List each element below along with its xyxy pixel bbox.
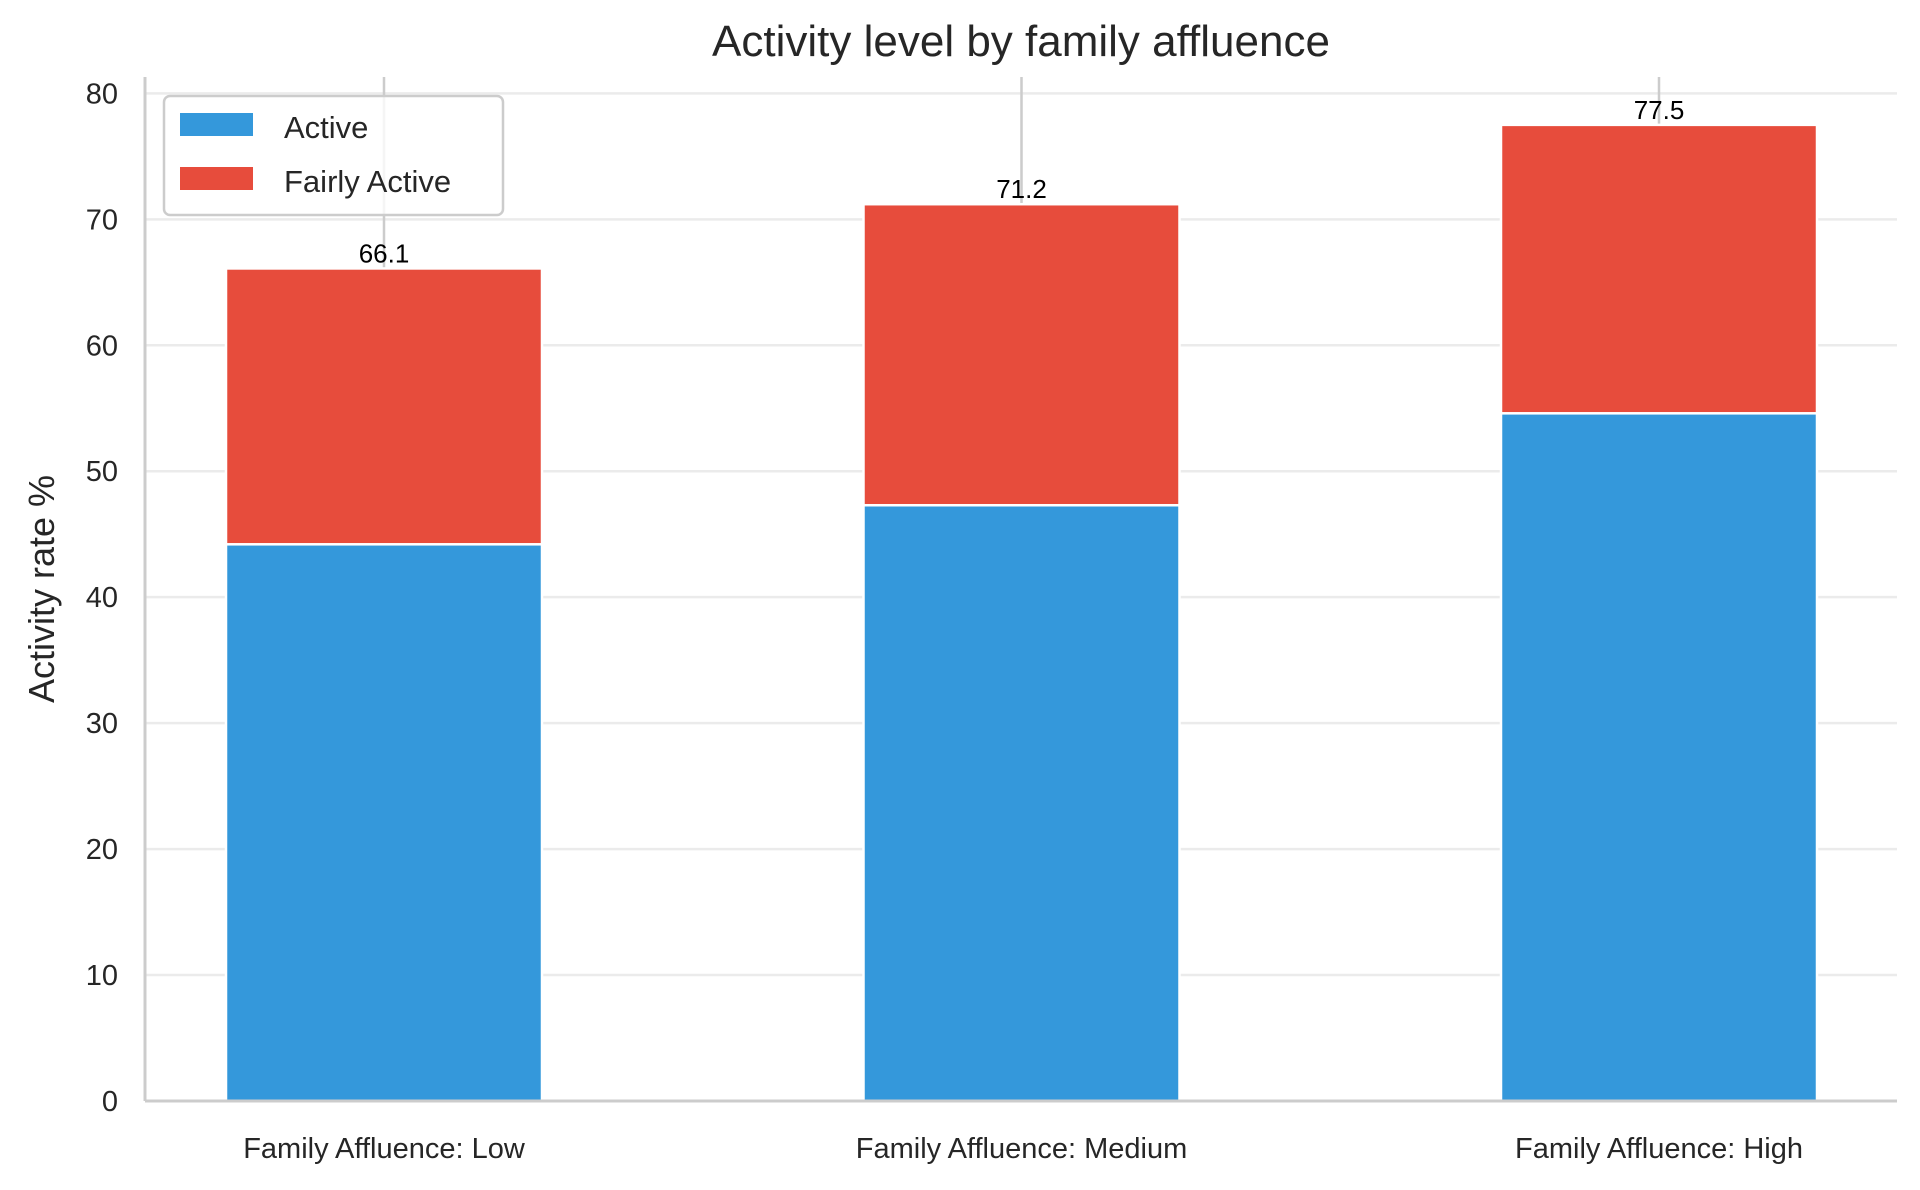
y-tick-label: 70 xyxy=(86,204,118,236)
total-label: 77.5 xyxy=(1634,95,1685,125)
y-tick-label: 60 xyxy=(86,330,118,362)
legend-swatch-fairly-active xyxy=(180,167,253,190)
chart-title: Activity level by family affluence xyxy=(712,17,1330,66)
y-tick-label: 30 xyxy=(86,708,118,740)
total-label: 71.2 xyxy=(996,174,1047,204)
bar-fairly-active-0 xyxy=(224,267,544,546)
x-tick-labels: Family Affluence: Low Family Affluence: M… xyxy=(243,1133,1803,1165)
y-tick-labels: 0 10 20 30 40 50 60 70 80 xyxy=(86,78,118,1118)
y-tick-label: 10 xyxy=(86,960,118,992)
y-tick-label: 80 xyxy=(86,78,118,110)
spines-layer xyxy=(143,77,1897,1103)
y-tick-label: 0 xyxy=(102,1086,118,1118)
bar-fairly-active-2 xyxy=(1499,123,1819,415)
legend: Active Fairly Active xyxy=(162,94,505,217)
x-tick-label: Family Affluence: Medium xyxy=(856,1133,1188,1165)
x-tick-label: Family Affluence: High xyxy=(1515,1133,1803,1165)
x-tick-label: Family Affluence: Low xyxy=(243,1133,526,1165)
data-labels: 66.1 71.2 77.5 xyxy=(359,95,1685,269)
bar-active-0 xyxy=(224,543,544,1103)
total-label: 66.1 xyxy=(359,238,410,268)
y-tick-label: 40 xyxy=(86,582,118,614)
bar-active-1 xyxy=(862,503,1181,1103)
legend-swatch-active xyxy=(180,113,253,136)
y-tick-label: 20 xyxy=(86,834,118,866)
legend-label-fairly-active: Fairly Active xyxy=(284,164,451,199)
legend-label-active: Active xyxy=(284,110,368,145)
bar-fairly-active-1 xyxy=(862,202,1181,507)
y-axis-label: Activity rate % xyxy=(21,475,62,703)
bars-layer xyxy=(224,123,1819,1103)
y-tick-label: 50 xyxy=(86,456,118,488)
bar-active-2 xyxy=(1499,412,1819,1103)
